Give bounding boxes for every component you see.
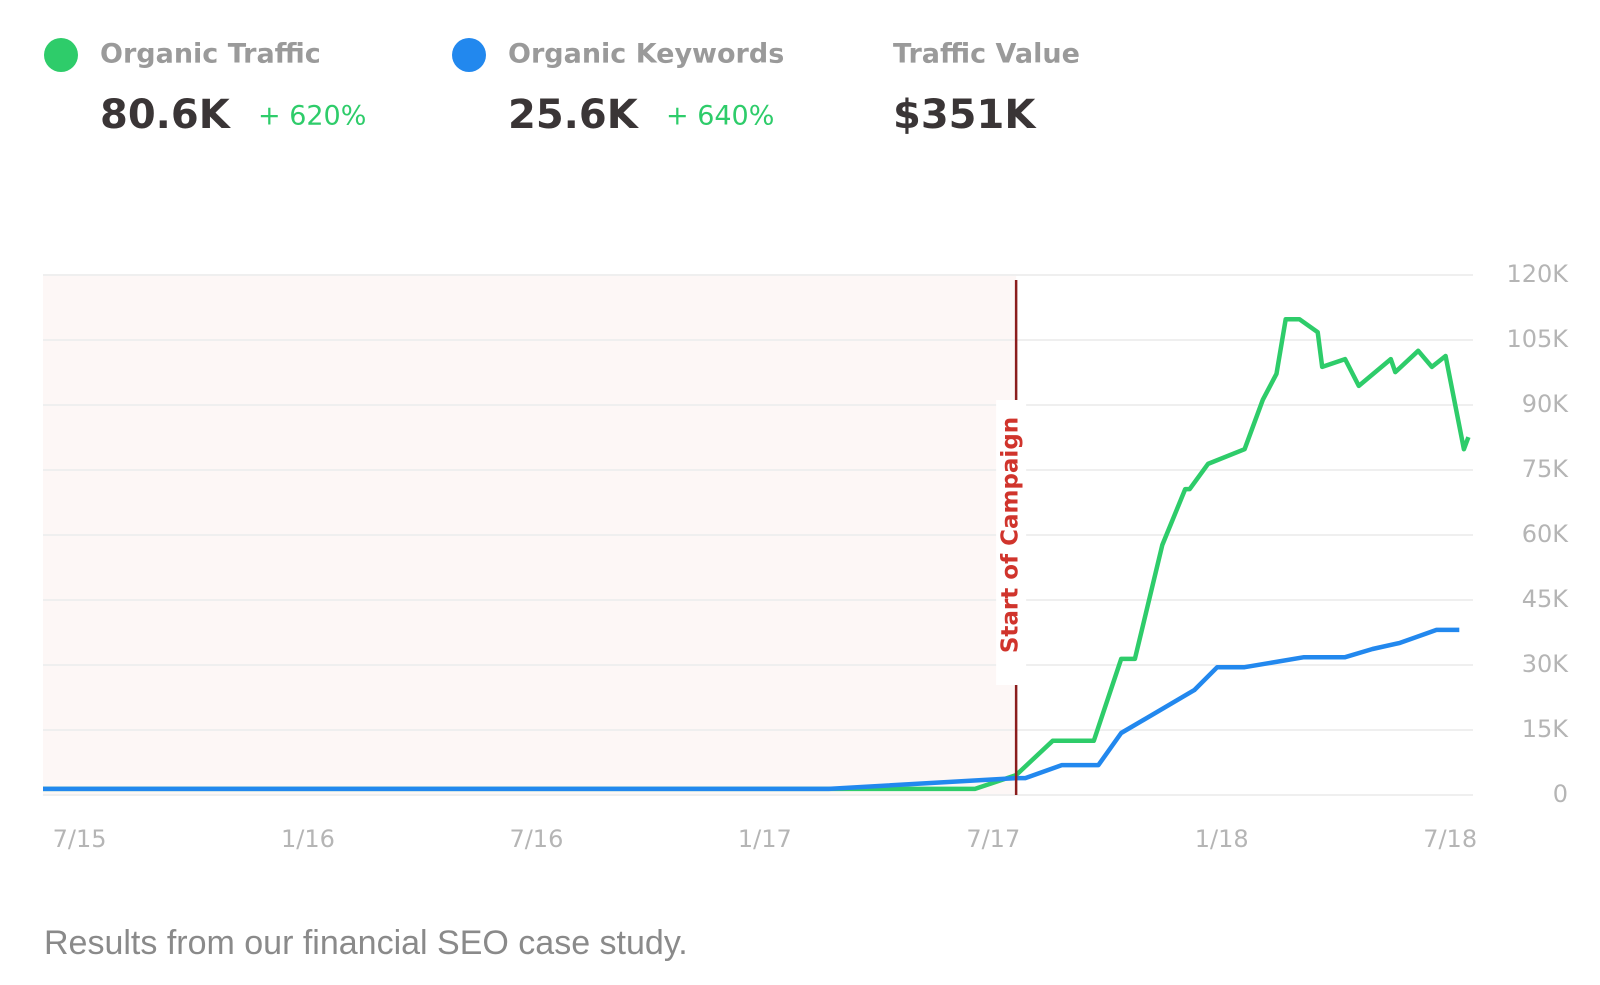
metric-change: + 620% [258,101,366,132]
legend-dot [452,38,486,72]
series-line [43,316,1471,792]
metric-change: + 640% [666,101,774,132]
x-tick-label: 7/15 [53,825,107,853]
x-tick-label: 7/16 [509,825,563,853]
metric-value: $351K [893,92,1037,138]
x-tick-label: 1/17 [738,825,792,853]
y-tick-label: 15K [1522,715,1570,743]
metric-value: 80.6K [100,92,232,138]
legend-label: Organic Keywords [508,39,784,70]
legend-label: Organic Traffic [100,39,321,70]
x-tick-label: 7/17 [966,825,1020,853]
y-tick-label: 75K [1522,455,1570,483]
metric-label: Traffic Value [893,39,1080,70]
campaign-label-bg [996,400,1027,685]
x-tick-label: 1/18 [1195,825,1249,853]
y-tick-label: 30K [1522,650,1570,678]
y-tick-label: 45K [1522,585,1570,613]
caption: Results from our financial SEO case stud… [44,924,688,962]
x-tick-label: 7/18 [1423,825,1477,853]
series-line [43,627,1460,792]
legend-dot [44,38,78,72]
x-tick-label: 1/16 [281,825,335,853]
campaign-label: Start of Campaign [998,417,1024,653]
y-tick-label: 90K [1522,390,1570,418]
y-tick-label: 105K [1506,325,1569,353]
y-tick-label: 0 [1553,780,1568,808]
metric-value: 25.6K [508,92,640,138]
y-tick-label: 60K [1522,520,1570,548]
y-tick-label: 120K [1506,260,1569,288]
